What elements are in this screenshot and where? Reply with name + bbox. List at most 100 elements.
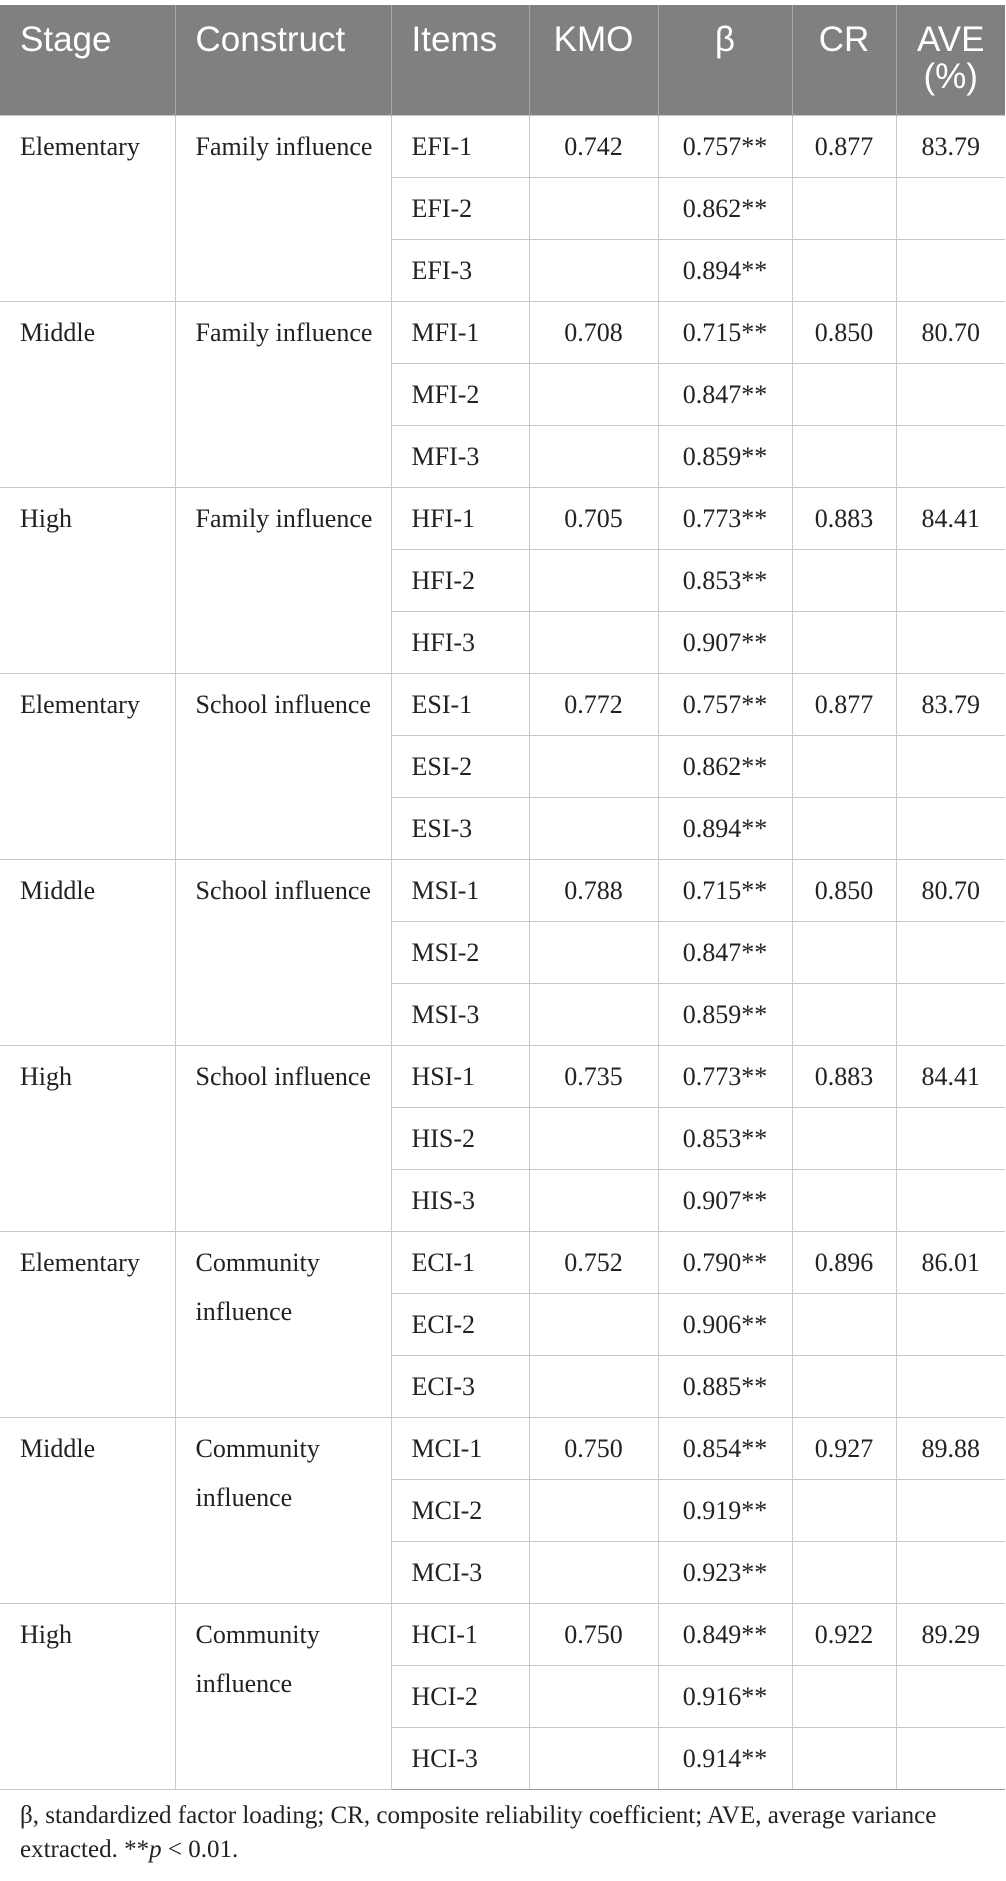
construct-cell: School influence (174, 1044, 392, 1232)
item-cell: MSI-1 (390, 858, 530, 922)
beta-cell: 0.906** (657, 1292, 793, 1356)
item-cell: MSI-3 (390, 982, 530, 1046)
cr-cell: 0.883 (791, 1044, 897, 1108)
ave-cell: 80.70 (895, 858, 1005, 922)
stage-cell: Middle (0, 1416, 176, 1604)
table-row: HCI-2 0.916** (0, 1664, 1005, 1728)
table-footnote: β, standardized factor loading; CR, comp… (20, 1799, 990, 1867)
item-cell: MFI-2 (390, 362, 530, 426)
cr-cell: 0.927 (791, 1416, 897, 1480)
beta-cell: 0.715** (657, 858, 793, 922)
item-cell: MFI-1 (390, 300, 530, 364)
cr-cell (791, 610, 897, 674)
item-cell: ESI-2 (390, 734, 530, 798)
beta-cell: 0.853** (657, 1106, 793, 1170)
kmo-cell (528, 1292, 659, 1356)
table-row: Middle Family influence MFI-1 0.708 0.715** 0… (0, 300, 1005, 488)
ave-cell (895, 424, 1005, 488)
table-row: MSI-3 0.859** (0, 982, 1005, 1046)
kmo-cell: 0.750 (528, 1602, 659, 1666)
cr-cell (791, 982, 897, 1046)
item-cell: ECI-2 (390, 1292, 530, 1356)
item-cell: MCI-3 (390, 1540, 530, 1604)
ave-cell (895, 920, 1005, 984)
kmo-cell: 0.788 (528, 858, 659, 922)
header-stage: Stage (0, 5, 176, 115)
table-row: HIS-3 0.907** (0, 1168, 1005, 1232)
cr-cell (791, 1540, 897, 1604)
kmo-cell (528, 1664, 659, 1728)
beta-cell: 0.914** (657, 1726, 793, 1790)
ave-cell: 86.01 (895, 1230, 1005, 1294)
beta-cell: 0.847** (657, 362, 793, 426)
kmo-cell: 0.750 (528, 1416, 659, 1480)
construct-cell: School influence (174, 858, 392, 1046)
cr-cell: 0.922 (791, 1602, 897, 1666)
beta-cell: 0.907** (657, 610, 793, 674)
table-row: ESI-2 0.862** (0, 734, 1005, 798)
kmo-cell (528, 734, 659, 798)
ave-cell (895, 1540, 1005, 1604)
cr-cell (791, 1106, 897, 1170)
footnote-threshold: < 0.01. (161, 1836, 239, 1863)
ave-cell (895, 238, 1005, 302)
table-row: HCI-3 0.914** (0, 1726, 1005, 1790)
construct-cell: Family influence (174, 300, 392, 488)
kmo-cell: 0.752 (528, 1230, 659, 1294)
ave-cell (895, 1292, 1005, 1356)
table-row: MSI-2 0.847** (0, 920, 1005, 984)
item-cell: ECI-1 (390, 1230, 530, 1294)
beta-cell: 0.859** (657, 982, 793, 1046)
table-row: Elementary School influence ESI-1 0.772 0.75… (0, 672, 1005, 860)
kmo-cell (528, 362, 659, 426)
table-row: Elementary Community influence ECI-1 0.752 0… (0, 1230, 1005, 1418)
kmo-cell (528, 1726, 659, 1790)
table-row: High Family influence HFI-1 0.705 0.773** 0.8… (0, 486, 1005, 674)
cr-cell (791, 1168, 897, 1232)
footnote-p-symbol: p (149, 1836, 162, 1863)
cr-cell (791, 424, 897, 488)
beta-cell: 0.894** (657, 796, 793, 860)
cr-cell (791, 238, 897, 302)
kmo-cell (528, 176, 659, 240)
table-row: MFI-3 0.859** (0, 424, 1005, 488)
ave-cell: 83.79 (895, 114, 1005, 178)
item-cell: HIS-3 (390, 1168, 530, 1232)
table-row: Middle Community influence MCI-1 0.750 0.854… (0, 1416, 1005, 1604)
beta-cell: 0.853** (657, 548, 793, 612)
cr-cell (791, 920, 897, 984)
kmo-cell (528, 982, 659, 1046)
item-cell: HFI-2 (390, 548, 530, 612)
cr-cell: 0.896 (791, 1230, 897, 1294)
cr-cell: 0.877 (791, 672, 897, 736)
item-cell: HIS-2 (390, 1106, 530, 1170)
kmo-cell (528, 920, 659, 984)
beta-cell: 0.862** (657, 176, 793, 240)
reliability-validity-table: Stage Construct Items KMO β CR AVE (%) E… (0, 5, 1005, 1790)
beta-cell: 0.907** (657, 1168, 793, 1232)
beta-cell: 0.715** (657, 300, 793, 364)
cr-cell (791, 1478, 897, 1542)
ave-cell (895, 1168, 1005, 1232)
beta-cell: 0.847** (657, 920, 793, 984)
item-cell: HFI-3 (390, 610, 530, 674)
ave-cell: 84.41 (895, 1044, 1005, 1108)
ave-cell (895, 1478, 1005, 1542)
beta-cell: 0.773** (657, 486, 793, 550)
kmo-cell (528, 796, 659, 860)
kmo-cell: 0.708 (528, 300, 659, 364)
ave-cell (895, 1726, 1005, 1790)
ave-cell (895, 982, 1005, 1046)
ave-cell (895, 796, 1005, 860)
table-row: HFI-2 0.853** (0, 548, 1005, 612)
beta-cell: 0.916** (657, 1664, 793, 1728)
footnote-text: β, standardized factor loading; CR, comp… (20, 1802, 937, 1863)
table-row: ESI-3 0.894** (0, 796, 1005, 860)
header-beta: β (657, 5, 793, 115)
beta-cell: 0.757** (657, 672, 793, 736)
ave-cell: 84.41 (895, 486, 1005, 550)
stage-cell: Elementary (0, 672, 176, 860)
beta-cell: 0.757** (657, 114, 793, 178)
cr-cell (791, 1664, 897, 1728)
table-row: EFI-3 0.894** (0, 238, 1005, 302)
